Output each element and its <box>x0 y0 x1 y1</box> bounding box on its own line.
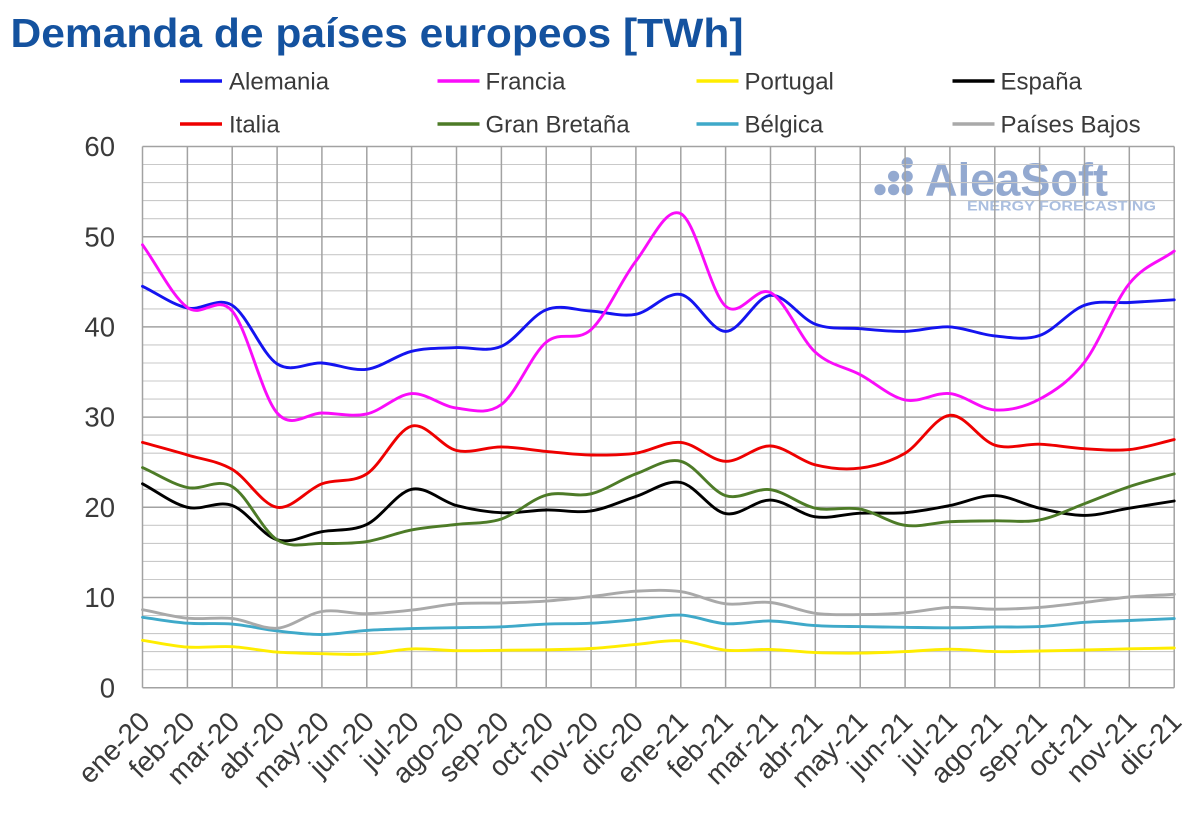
svg-text:Países Bajos: Países Bajos <box>1001 112 1141 139</box>
svg-text:20: 20 <box>84 492 115 523</box>
svg-text:0: 0 <box>100 672 115 703</box>
svg-text:Gran Bretaña: Gran Bretaña <box>486 112 631 139</box>
svg-text:Francia: Francia <box>486 69 567 96</box>
svg-text:Alemania: Alemania <box>229 69 330 96</box>
svg-text:50: 50 <box>84 221 115 252</box>
svg-text:10: 10 <box>84 582 115 613</box>
svg-text:60: 60 <box>84 131 115 162</box>
svg-text:Portugal: Portugal <box>745 69 834 96</box>
svg-text:AleaSoft: AleaSoft <box>925 154 1108 206</box>
svg-text:Italia: Italia <box>229 112 280 139</box>
svg-text:Demanda de países europeos [TW: Demanda de países europeos [TWh] <box>11 10 744 56</box>
svg-text:España: España <box>1001 69 1083 96</box>
svg-text:40: 40 <box>84 312 115 343</box>
svg-text:30: 30 <box>84 402 115 433</box>
svg-text:Bélgica: Bélgica <box>745 112 824 139</box>
svg-text:ENERGY FORECASTING: ENERGY FORECASTING <box>967 199 1156 214</box>
